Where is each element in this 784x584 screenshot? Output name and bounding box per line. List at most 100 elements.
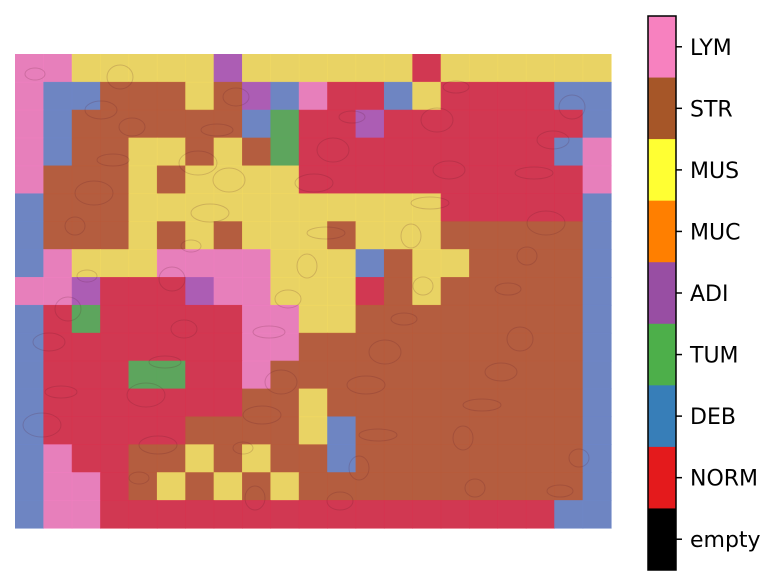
heatmap-cell-norm	[43, 304, 73, 334]
tissue-texture-mark	[526, 210, 566, 236]
heatmap-cell-mus	[327, 249, 357, 278]
heatmap-cell-str	[497, 304, 527, 334]
heatmap-cell-lym	[43, 277, 73, 306]
heatmap-cell-str	[469, 416, 499, 445]
heatmap-cell-str	[440, 332, 470, 362]
heatmap-cell-norm	[100, 416, 130, 445]
heatmap-cell-mus	[412, 81, 442, 111]
heatmap-cell-str	[412, 444, 442, 473]
heatmap-cell-str	[497, 277, 527, 306]
heatmap-cell-lym	[298, 81, 328, 111]
heatmap-cell-mus	[213, 472, 243, 501]
heatmap-cell-str	[383, 360, 413, 390]
heatmap-cell-deb	[15, 444, 44, 473]
heatmap-cell-str	[156, 444, 186, 473]
heatmap-cell-mus	[298, 193, 328, 222]
tissue-texture-mark	[432, 160, 466, 180]
heatmap-cell-str	[554, 472, 584, 501]
heatmap-cell-norm	[412, 165, 442, 195]
heatmap-cell-mus	[383, 221, 413, 250]
heatmap-cell-norm	[327, 109, 357, 139]
legend-label-mus: MUS	[690, 159, 739, 184]
heatmap-cell-str	[554, 360, 584, 390]
heatmap-cell-str	[213, 81, 243, 111]
heatmap-cell-mus	[128, 54, 158, 83]
heatmap-cell-mus	[128, 193, 158, 222]
heatmap-cell-norm	[71, 332, 101, 362]
heatmap-cell-norm	[43, 332, 73, 362]
tissue-texture-mark	[274, 289, 302, 309]
heatmap-cell-deb	[582, 109, 612, 139]
heatmap-cell-norm	[156, 416, 186, 445]
tissue-texture-mark	[464, 478, 486, 498]
heatmap-cell-str	[43, 221, 73, 250]
heatmap-cell-norm	[213, 332, 243, 362]
heatmap-cell-norm	[497, 81, 527, 111]
legend-label-norm: NORM	[690, 467, 758, 492]
heatmap-cell-str	[185, 472, 215, 501]
heatmap-cell-norm	[440, 137, 470, 167]
heatmap-cell-str	[270, 416, 300, 445]
heatmap-cell-str	[355, 360, 385, 390]
heatmap-cell-mus	[355, 221, 385, 250]
heatmap-cell-mus	[440, 54, 470, 83]
heatmap-cell-norm	[469, 109, 499, 139]
heatmap-cell-str	[383, 388, 413, 418]
tissue-texture-mark	[128, 471, 150, 485]
heatmap-cell-deb	[43, 137, 73, 167]
heatmap-cell-str	[525, 304, 555, 334]
tissue-texture-mark	[138, 435, 178, 455]
heatmap-cell-mus	[327, 277, 357, 306]
heatmap-cell-str	[213, 416, 243, 445]
heatmap-cell-str	[469, 444, 499, 473]
heatmap-cell-norm	[128, 416, 158, 445]
heatmap-cell-adi	[213, 54, 243, 83]
heatmap-cell-str	[100, 221, 130, 250]
heatmap-cell-mus	[71, 249, 101, 278]
heatmap-cell-mus	[412, 249, 442, 278]
heatmap-cell-deb	[383, 81, 413, 111]
heatmap-cell-str	[440, 304, 470, 334]
heatmap-cell-str	[497, 416, 527, 445]
heatmap-cell-norm	[469, 500, 499, 529]
heatmap-cell-norm	[525, 137, 555, 167]
heatmap-cell-deb	[43, 81, 73, 111]
legend-swatch-muc	[648, 200, 676, 263]
tissue-texture-mark	[212, 167, 246, 193]
heatmap-cell-norm	[185, 304, 215, 334]
heatmap-cell-lym	[71, 472, 101, 501]
heatmap-cell-lym	[43, 444, 73, 473]
heatmap-cell-mus	[525, 54, 555, 83]
legend-label-str: STR	[690, 97, 733, 122]
heatmap-cell-deb	[582, 81, 612, 111]
heatmap-cell-mus	[185, 444, 215, 473]
heatmap-cell-norm	[497, 109, 527, 139]
heatmap-cell-norm	[497, 500, 527, 529]
heatmap-cell-str	[412, 304, 442, 334]
heatmap-cell-str	[383, 472, 413, 501]
heatmap-cell-norm	[100, 472, 130, 501]
heatmap-cell-norm	[213, 500, 243, 529]
heatmap-cell-str	[497, 360, 527, 390]
heatmap-cell-str	[100, 193, 130, 222]
heatmap-cell-norm	[525, 193, 555, 222]
heatmap-cell-norm	[525, 500, 555, 529]
heatmap-cell-norm	[298, 137, 328, 167]
heatmap-cell-lym	[582, 165, 612, 195]
heatmap-cell-str	[156, 221, 186, 250]
tissue-texture-mark	[118, 117, 146, 137]
heatmap-cell-str	[412, 388, 442, 418]
tissue-texture-mark	[158, 266, 186, 292]
tissue-heatmap	[15, 54, 612, 529]
heatmap-cell-mus	[100, 249, 130, 278]
heatmap-cell-deb	[15, 332, 44, 362]
heatmap-cell-mus	[270, 165, 300, 195]
heatmap-cell-norm	[355, 277, 385, 306]
tissue-texture-mark	[338, 110, 366, 124]
heatmap-cell-norm	[128, 277, 158, 306]
tissue-texture-mark	[306, 226, 346, 240]
heatmap-cell-str	[100, 109, 130, 139]
heatmap-cell-str	[213, 444, 243, 473]
heatmap-cell-mus	[156, 472, 186, 501]
heatmap-cell-str	[469, 360, 499, 390]
